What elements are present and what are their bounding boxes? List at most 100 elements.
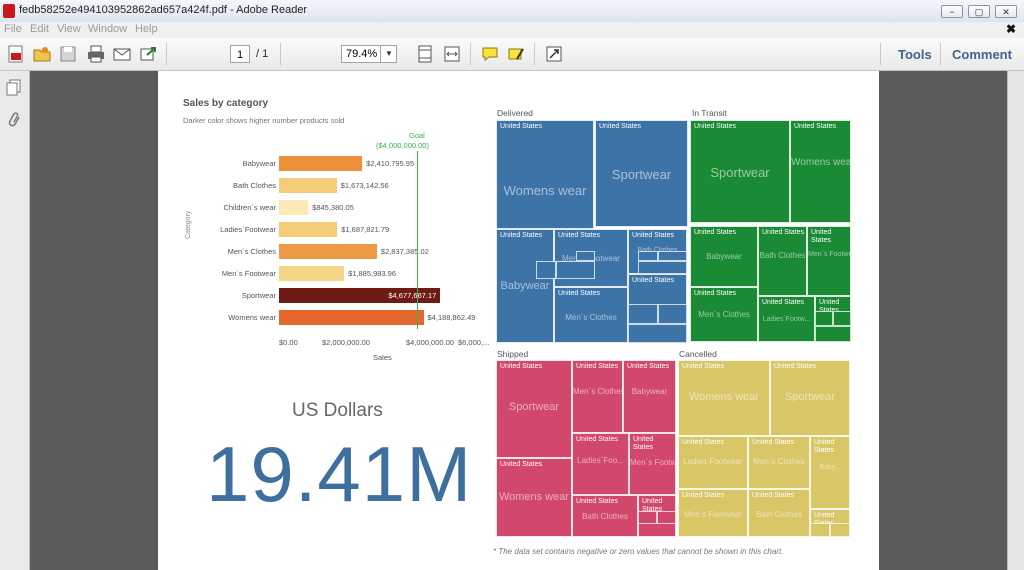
treemap-tile[interactable]: United States Men´s Footwear [678, 489, 748, 537]
treemap-tile-country: United States [627, 363, 670, 370]
treemap-tile-country: United States [558, 232, 601, 239]
treemap-tile-category: Men´s Footwear [630, 458, 676, 467]
treemap-tile[interactable]: United States Sportwear [496, 360, 572, 458]
treemap-tile[interactable]: United States Men´s Clothes [554, 287, 628, 343]
sales-bar[interactable] [279, 266, 345, 281]
bar-category-label: Men´s Clothes [227, 247, 276, 256]
treemap-tile-country: United States [814, 439, 835, 454]
treemap-tile-country: United States [762, 229, 805, 236]
treemap-tile[interactable]: United States Men´s Footwear [807, 226, 851, 296]
treemap-tile-country: United States [682, 492, 725, 499]
treemap-tile-category: Womens wear [791, 157, 851, 168]
treemap-tile[interactable]: United States Men´s Footwear [629, 433, 676, 495]
treemap-section-delivered: Delivered [497, 108, 533, 118]
treemap-tile[interactable]: United States Ladies´Footwear [678, 436, 748, 489]
close-document-icon[interactable]: ✖ [1005, 22, 1016, 36]
treemap-tile[interactable]: United States Men´s Clothes [572, 360, 623, 433]
fit-page-icon[interactable] [415, 44, 435, 64]
zoom-level-input[interactable]: 79.4% [341, 45, 397, 63]
bar-category-label: Men´s Footwear [221, 269, 276, 278]
treemap-tile[interactable]: United States Babywear [496, 229, 554, 343]
print-icon[interactable] [86, 44, 106, 64]
treemap-tile[interactable]: United States Bath Clothes [748, 489, 810, 537]
sales-bar[interactable] [279, 222, 338, 237]
menu-window[interactable]: Window [88, 23, 128, 35]
treemap-tile-country: United States [694, 229, 737, 236]
create-pdf-icon[interactable] [6, 44, 26, 64]
menu-help[interactable]: Help [135, 23, 158, 35]
treemap-tile[interactable]: United States Ladies´Foo... [572, 433, 629, 495]
sales-bar[interactable] [279, 288, 441, 303]
treemap-tile[interactable]: United States Men´s Clothes [748, 436, 810, 489]
treemap-subtile[interactable] [810, 523, 830, 537]
treemap-subtile[interactable] [815, 311, 833, 326]
save-icon[interactable] [58, 44, 78, 64]
treemap-tile[interactable]: United States Womens wear [678, 360, 770, 436]
treemap-tile-category: Womens wear [688, 391, 760, 403]
treemap-subtile[interactable] [536, 261, 556, 279]
sticky-note-icon[interactable] [480, 44, 500, 64]
sales-bar[interactable] [279, 310, 424, 325]
share-icon[interactable] [138, 44, 158, 64]
treemap-tile-category: Men´s Clothes [573, 387, 623, 396]
attachments-paperclip-icon[interactable] [5, 111, 23, 129]
email-icon[interactable] [112, 44, 132, 64]
treemap-tile[interactable]: United States Ladies´Footw... [758, 296, 815, 342]
treemap-subtile[interactable] [628, 324, 687, 343]
sales-bar[interactable] [279, 156, 363, 171]
treemap-tile-category: Bath Clothes [756, 510, 802, 519]
menu-edit[interactable]: Edit [30, 23, 49, 35]
treemap-subtile[interactable] [638, 251, 658, 261]
treemap-tile[interactable]: United States Womens wear [496, 120, 594, 229]
treemap-tile[interactable]: United States Men´s Clothes [690, 287, 758, 342]
treemap-tile-category: Men´s Clothes [753, 457, 805, 466]
comment-pane-button[interactable]: Comment [952, 47, 1012, 62]
treemap-tile[interactable]: United States Sportwear [690, 120, 790, 223]
close-window-button[interactable]: ✕ [995, 5, 1017, 18]
minimize-button[interactable]: − [941, 5, 963, 18]
treemap-subtile[interactable] [815, 326, 851, 342]
sales-bar[interactable] [279, 244, 377, 259]
treemap-subtile[interactable] [576, 251, 595, 261]
open-file-icon[interactable] [32, 44, 52, 64]
treemap-subtile[interactable] [830, 523, 850, 537]
treemap-tile[interactable]: United States Babywear [690, 226, 758, 287]
x-tick-label: $6,000,... [458, 338, 490, 347]
treemap-subtile[interactable] [638, 511, 657, 524]
treemap-subtile[interactable] [638, 261, 687, 274]
maximize-button[interactable]: ▢ [968, 5, 990, 18]
page-thumbnails-icon[interactable] [5, 78, 23, 96]
treemap-subtile[interactable] [628, 304, 658, 324]
fit-width-icon[interactable] [442, 44, 462, 64]
menu-file[interactable]: File [4, 23, 22, 35]
treemap-subtile[interactable] [658, 251, 687, 261]
treemap-subtile[interactable] [556, 261, 595, 279]
page-number-input[interactable]: 1 [230, 45, 250, 63]
highlight-text-icon[interactable] [506, 44, 526, 64]
treemap-tile[interactable]: United States Womens wear [496, 458, 572, 537]
treemap-tile-country: United States [794, 123, 837, 130]
tools-pane-button[interactable]: Tools [898, 47, 932, 62]
treemap-subtile[interactable] [658, 304, 687, 324]
sales-bar[interactable] [279, 178, 337, 193]
treemap-tile[interactable]: United States Bath Clothes [572, 495, 638, 537]
treemap-tile[interactable]: United States Bath Clothes [758, 226, 807, 296]
treemap-tile[interactable]: United States Babywear [623, 360, 676, 433]
treemap-tile[interactable]: United States Sportwear [770, 360, 850, 436]
treemap-tile-category: Sportwear [508, 401, 560, 413]
bar-category-label: Womens wear [228, 313, 276, 322]
bar-category-label: Bath Clothes [233, 181, 276, 190]
treemap-subtile[interactable] [833, 311, 851, 326]
menu-view[interactable]: View [57, 23, 81, 35]
treemap-subtile[interactable] [657, 511, 676, 524]
sales-bar[interactable] [279, 200, 309, 215]
expand-icon[interactable] [544, 44, 564, 64]
zoom-dropdown-chevron-down-icon[interactable]: ▼ [380, 46, 397, 62]
treemap-tile[interactable]: United States Sportwear [595, 120, 688, 227]
treemap-tile[interactable]: United States Womens wear [790, 120, 851, 223]
bar-value-label: $1,885,983.96 [348, 269, 397, 278]
toolbar-separator [534, 43, 535, 65]
treemap-tile-category: Sportwear [710, 165, 770, 180]
chart-footnote: * The data set contains negative or zero… [493, 547, 784, 556]
treemap-tile[interactable]: United States Baby... [810, 436, 850, 509]
